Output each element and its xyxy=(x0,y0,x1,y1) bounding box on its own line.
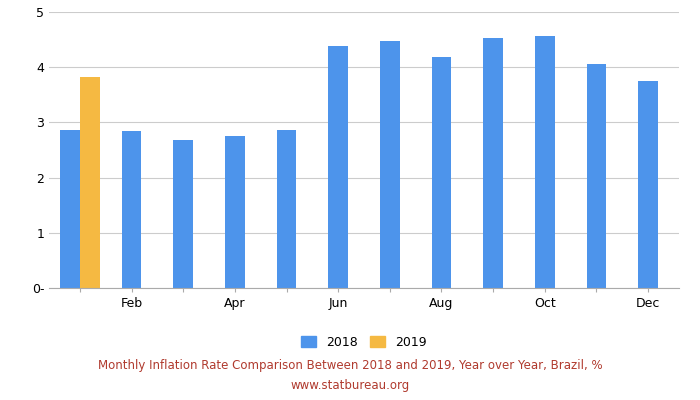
Bar xyxy=(483,38,503,288)
Bar xyxy=(432,57,452,288)
Bar xyxy=(80,77,99,288)
Bar xyxy=(60,130,80,288)
Bar xyxy=(122,131,141,288)
Bar xyxy=(225,136,245,288)
Bar xyxy=(276,130,296,288)
Legend: 2018, 2019: 2018, 2019 xyxy=(296,330,432,354)
Bar xyxy=(587,64,606,288)
Bar xyxy=(380,41,400,288)
Bar xyxy=(174,140,193,288)
Bar xyxy=(535,36,554,288)
Text: www.statbureau.org: www.statbureau.org xyxy=(290,380,410,392)
Bar xyxy=(638,81,658,288)
Bar xyxy=(328,46,348,288)
Text: Monthly Inflation Rate Comparison Between 2018 and 2019, Year over Year, Brazil,: Monthly Inflation Rate Comparison Betwee… xyxy=(98,360,602,372)
